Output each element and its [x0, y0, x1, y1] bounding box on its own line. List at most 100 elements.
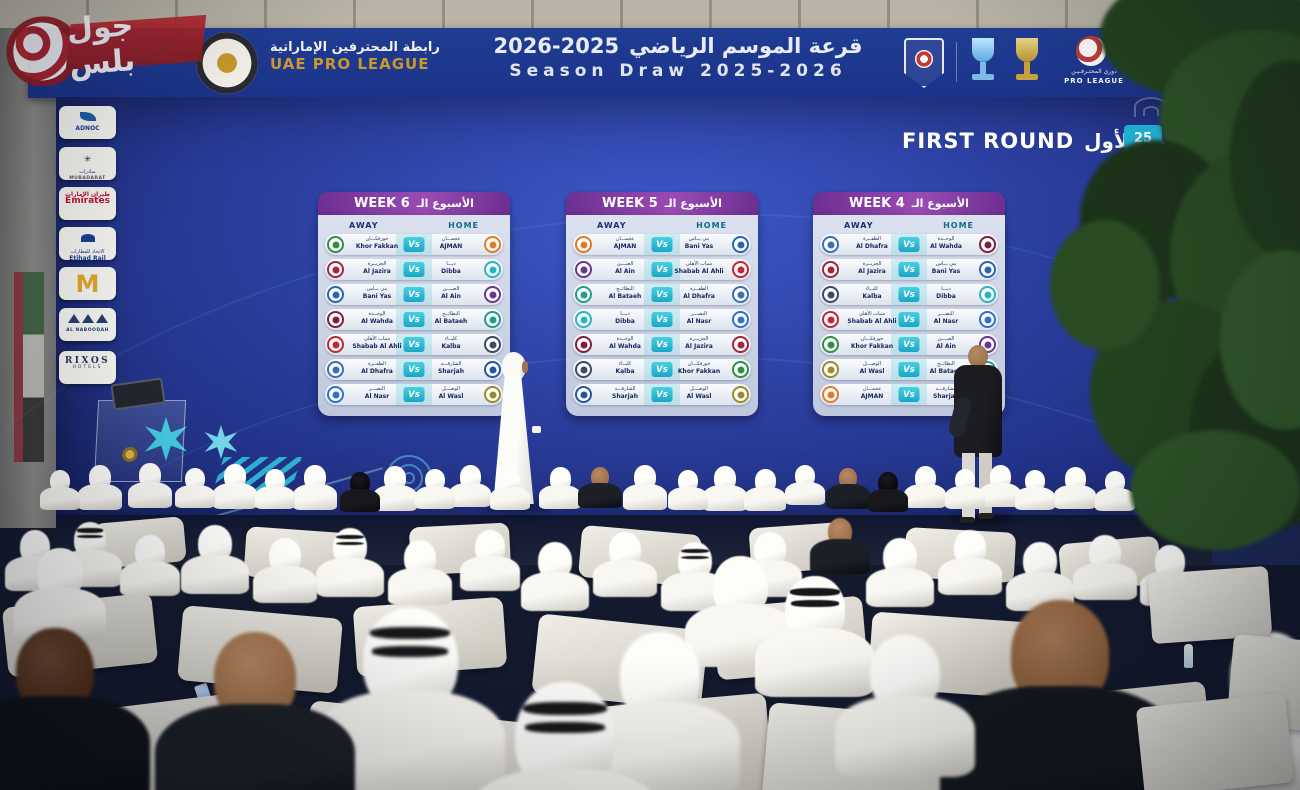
suit-presenter-leg [979, 453, 992, 515]
away-team: عجمـــان AJMAN [860, 386, 884, 400]
away-club-crest-icon [327, 336, 344, 353]
home-team: الشارقـــة Sharjah [933, 386, 959, 400]
banner-title-english: Season Draw 2025-2026 [509, 61, 847, 81]
away-team: الجزيــرة Al Jazira [858, 261, 886, 275]
vs-badge: Vs [651, 237, 673, 252]
away-team: خورفكـــان Khor Fakkan [850, 336, 894, 350]
week-header: WEEK 4 الأسبوع الـ [813, 192, 1005, 215]
sponsor-etihad: الاتحاد للقطارات Etihad Rail [59, 227, 116, 260]
home-club-crest-icon [979, 236, 996, 253]
home-club-crest-icon [732, 311, 749, 328]
home-team: الوصـــل Al Wasl [686, 386, 712, 400]
fixture-row: الوحــدة Al Wahda Vs البطائــح Al Bataeh [325, 309, 503, 330]
vs-badge: Vs [651, 362, 673, 377]
away-club-crest-icon [822, 386, 839, 403]
ceiling-wall-tiles [0, 0, 1300, 30]
uae-pro-league-logo-icon [196, 32, 258, 94]
fixture-row: الجزيــرة Al Jazira Vs بني يــاس Bani Yas [820, 259, 998, 280]
vs-badge: Vs [898, 312, 920, 327]
home-team: العيــــن Al Ain [936, 336, 956, 350]
away-team: شباب الأهلي Shabab Al Ahli [847, 311, 897, 325]
home-column-label: HOME [943, 221, 974, 230]
vs-badge: Vs [898, 237, 920, 252]
away-team: الوصـــل Al Wasl [859, 361, 885, 375]
league-shield-badge-icon [904, 38, 944, 88]
fixture-row: دبـــا Dibba Vs النصـــر Al Nasr [573, 309, 751, 330]
away-club-crest-icon [822, 336, 839, 353]
home-team: النصـــر Al Nasr [933, 311, 959, 325]
org-name-arabic: رابطة المحترفين الإماراتية [270, 40, 440, 55]
vs-badge: Vs [898, 262, 920, 277]
away-team: الظفــرة Al Dhafra [856, 236, 888, 250]
home-club-crest-icon [732, 261, 749, 278]
home-club-crest-icon [484, 336, 501, 353]
gold-trophy-badge-icon [1010, 36, 1044, 88]
week-label-english: WEEK 5 [602, 196, 658, 211]
fixture-row: العيــــن Al Ain Vs شباب الأهلي Shabab Al Ah… [573, 259, 751, 280]
fixture-row: بني يــاس Bani Yas Vs العيــــن Al Ain [325, 284, 503, 305]
vs-badge: Vs [898, 337, 920, 352]
home-club-crest-icon [732, 236, 749, 253]
away-column-label: AWAY [597, 221, 627, 230]
top-banner: رابطة المحترفين الإماراتية UAE PRO LEAGU… [28, 28, 1300, 98]
white-chair [1147, 565, 1273, 645]
banner-title-arabic: قرعة الموسم الرياضي [629, 34, 863, 58]
fixture-table-week-5: WEEK 5 الأسبوع الـ AWAY HOME عجمـــان AJMAN Vs… [566, 192, 758, 416]
fixture-row: كلبــاء Kalba Vs دبـــا Dibba [820, 284, 998, 305]
home-column-label: HOME [696, 221, 727, 230]
away-team: شباب الأهلي Shabab Al Ahli [352, 336, 402, 350]
away-club-crest-icon [575, 236, 592, 253]
home-team: عجمـــان AJMAN [439, 236, 463, 250]
away-team: الوحــدة Al Wahda [609, 336, 641, 350]
week-fixtures: AWAY HOME الظفــرة Al Dhafra Vs الوحــدة Al Wa… [813, 215, 1005, 416]
home-team: كلبــاء Kalba [441, 336, 461, 350]
week-fixtures: AWAY HOME عجمـــان AJMAN Vs بني يــاس Bani Yas… [566, 215, 758, 416]
fixture-row: خورفكـــان Khor Fakkan Vs عجمـــان AJMAN [325, 234, 503, 255]
home-club-crest-icon [484, 311, 501, 328]
home-club-crest-icon [484, 386, 501, 403]
week-header: WEEK 5 الأسبوع الـ [566, 192, 758, 215]
home-team: بني يــاس Bani Yas [931, 261, 961, 275]
away-team: كلبــاء Kalba [862, 286, 882, 300]
sponsor-mubadarat: ✳ مبادرات MUBADARAT [59, 147, 116, 180]
away-club-crest-icon [822, 311, 839, 328]
home-club-crest-icon [979, 311, 996, 328]
away-team: الوحــدة Al Wahda [361, 311, 393, 325]
away-team: دبـــا Dibba [615, 311, 635, 325]
fixture-row: الشارقـــة Sharjah Vs الوصـــل Al Wasl [573, 384, 751, 405]
vs-badge: Vs [651, 387, 673, 402]
badge-divider [956, 42, 957, 82]
home-team: بني يــاس Bani Yas [684, 236, 714, 250]
home-club-crest-icon [979, 286, 996, 303]
fixture-row: عجمـــان AJMAN Vs الشارقـــة Sharjah [820, 384, 998, 405]
home-team: الوحــدة Al Wahda [930, 236, 962, 250]
fixture-row: البطائــح Al Bataeh Vs الظفــرة Al Dhafra [573, 284, 751, 305]
home-club-crest-icon [484, 236, 501, 253]
away-club-crest-icon [327, 361, 344, 378]
led-screen: FIRST ROUND الدور الأول 25 26 ADNOC✳مباد… [0, 97, 1300, 790]
away-club-crest-icon [327, 286, 344, 303]
home-team: شباب الأهلي Shabab Al Ahli [674, 261, 724, 275]
away-club-crest-icon [327, 236, 344, 253]
home-team: الجزيــرة Al Jazira [685, 336, 713, 350]
home-club-crest-icon [484, 361, 501, 378]
uae-flag [14, 272, 44, 462]
away-team: النصـــر Al Nasr [364, 386, 390, 400]
home-club-crest-icon [732, 336, 749, 353]
away-club-crest-icon [327, 311, 344, 328]
vs-badge: Vs [403, 287, 425, 302]
home-column-label: HOME [448, 221, 479, 230]
away-team: الجزيــرة Al Jazira [363, 261, 391, 275]
column-headers: AWAY HOME [573, 218, 751, 234]
home-club-crest-icon [732, 286, 749, 303]
fixture-row: شباب الأهلي Shabab Al Ahli Vs النصـــر Al Na… [820, 309, 998, 330]
falcon-icon [79, 112, 96, 121]
home-team: دبـــا Dibba [936, 286, 956, 300]
banner-title-years: 2026-2025 [493, 34, 620, 58]
presenter-kandura [484, 352, 552, 512]
golden-arches-icon: M [75, 269, 100, 298]
presenter-face [522, 361, 528, 373]
away-team: بني يــاس Bani Yas [362, 286, 392, 300]
star-symbol-icon: ✳ [83, 155, 92, 165]
